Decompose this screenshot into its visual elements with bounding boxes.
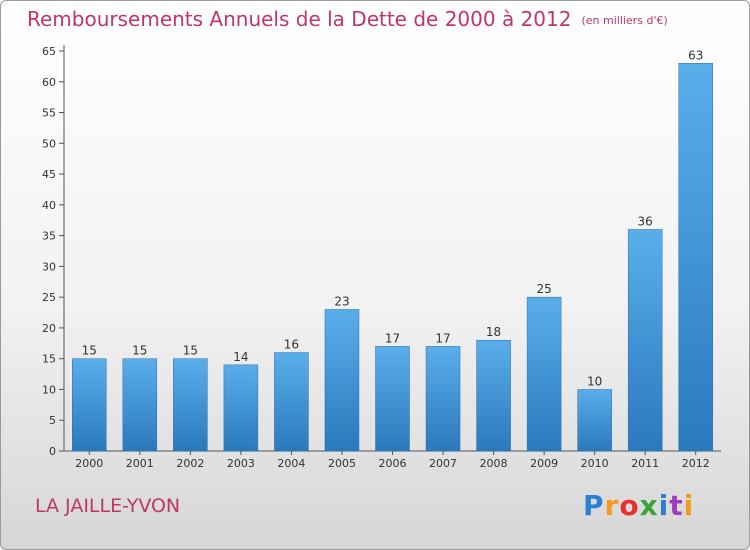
proxiti-logo: Proxiti [583, 489, 694, 522]
bar-2002 [173, 358, 208, 452]
x-tick-label-2002: 2002 [176, 457, 204, 470]
x-tick-label-2008: 2008 [480, 457, 508, 470]
logo-letter: t [669, 489, 684, 522]
bar-2008 [476, 339, 511, 452]
chart-title-text: Remboursements Annuels de la Dette de 20… [27, 7, 572, 31]
chart-subtitle: (en milliers d'€) [581, 14, 668, 27]
chart-bars [72, 63, 713, 452]
logo-letter: o [619, 489, 640, 522]
bar-2006 [375, 346, 410, 452]
x-tick-label-2005: 2005 [328, 457, 356, 470]
y-tick-label: 15 [42, 353, 56, 366]
x-tick-label-2001: 2001 [126, 457, 154, 470]
bar-2012 [678, 63, 713, 452]
y-tick-label: 30 [42, 260, 56, 273]
x-tick-label-2009: 2009 [530, 457, 558, 470]
bar-2011 [627, 229, 663, 452]
logo-letter: r [604, 489, 620, 522]
bar-2009 [526, 296, 562, 452]
y-tick-label: 35 [42, 230, 56, 243]
bar-2005 [324, 309, 360, 452]
bar-2007 [425, 346, 461, 452]
x-tick-label-2003: 2003 [227, 457, 255, 470]
data-label-2010: 10 [587, 374, 602, 388]
data-label-2007: 17 [435, 331, 450, 345]
y-tick-label: 5 [49, 414, 56, 427]
logo-letter: x [639, 489, 659, 522]
x-tick-label-2010: 2010 [581, 457, 609, 470]
data-label-2000: 15 [82, 344, 97, 358]
data-label-2002: 15 [183, 344, 198, 358]
data-label-2005: 23 [334, 294, 349, 308]
chart-title: Remboursements Annuels de la Dette de 20… [27, 7, 668, 31]
data-label-2011: 36 [638, 214, 653, 228]
bar-2003 [223, 364, 259, 452]
y-tick-label: 55 [42, 107, 56, 120]
y-tick-label: 60 [42, 76, 56, 89]
data-label-2012: 63 [688, 48, 703, 62]
y-tick-label: 0 [49, 445, 56, 458]
logo-letter: i [683, 489, 695, 522]
data-label-2003: 14 [233, 350, 248, 364]
bar-2001 [122, 358, 158, 452]
x-tick-label-2007: 2007 [429, 457, 457, 470]
data-label-2009: 25 [536, 282, 551, 296]
y-tick-label: 65 [42, 45, 56, 58]
x-tick-label-2004: 2004 [277, 457, 305, 470]
bar-2010 [577, 389, 612, 452]
y-tick-label: 50 [42, 137, 56, 150]
x-tick-label-2011: 2011 [631, 457, 659, 470]
y-tick-label: 40 [42, 199, 56, 212]
y-tick-label: 10 [42, 383, 56, 396]
data-label-2008: 18 [486, 325, 501, 339]
chart-axes: 0 5 10 15 20 25 30 35 40 45 50 55 60 65 2000 2001 2002 20… [42, 45, 721, 470]
chart-labels: 15 15 15 14 16 23 17 17 18 25 10 36 63 [82, 48, 704, 388]
y-tick-label: 20 [42, 322, 56, 335]
y-tick-label: 25 [42, 291, 56, 304]
logo-letter: P [583, 489, 605, 522]
data-label-2004: 16 [284, 338, 299, 352]
commune-name: LA JAILLE-YVON [35, 495, 181, 517]
data-label-2006: 17 [385, 331, 400, 345]
y-tick-label: 45 [42, 168, 56, 181]
x-tick-label-2006: 2006 [379, 457, 407, 470]
logo-letter: i [658, 489, 670, 522]
bar-2000 [72, 358, 107, 452]
x-tick-label-2000: 2000 [75, 457, 103, 470]
data-label-2001: 15 [132, 344, 147, 358]
x-tick-label-2012: 2012 [682, 457, 710, 470]
bar-2004 [274, 352, 309, 452]
